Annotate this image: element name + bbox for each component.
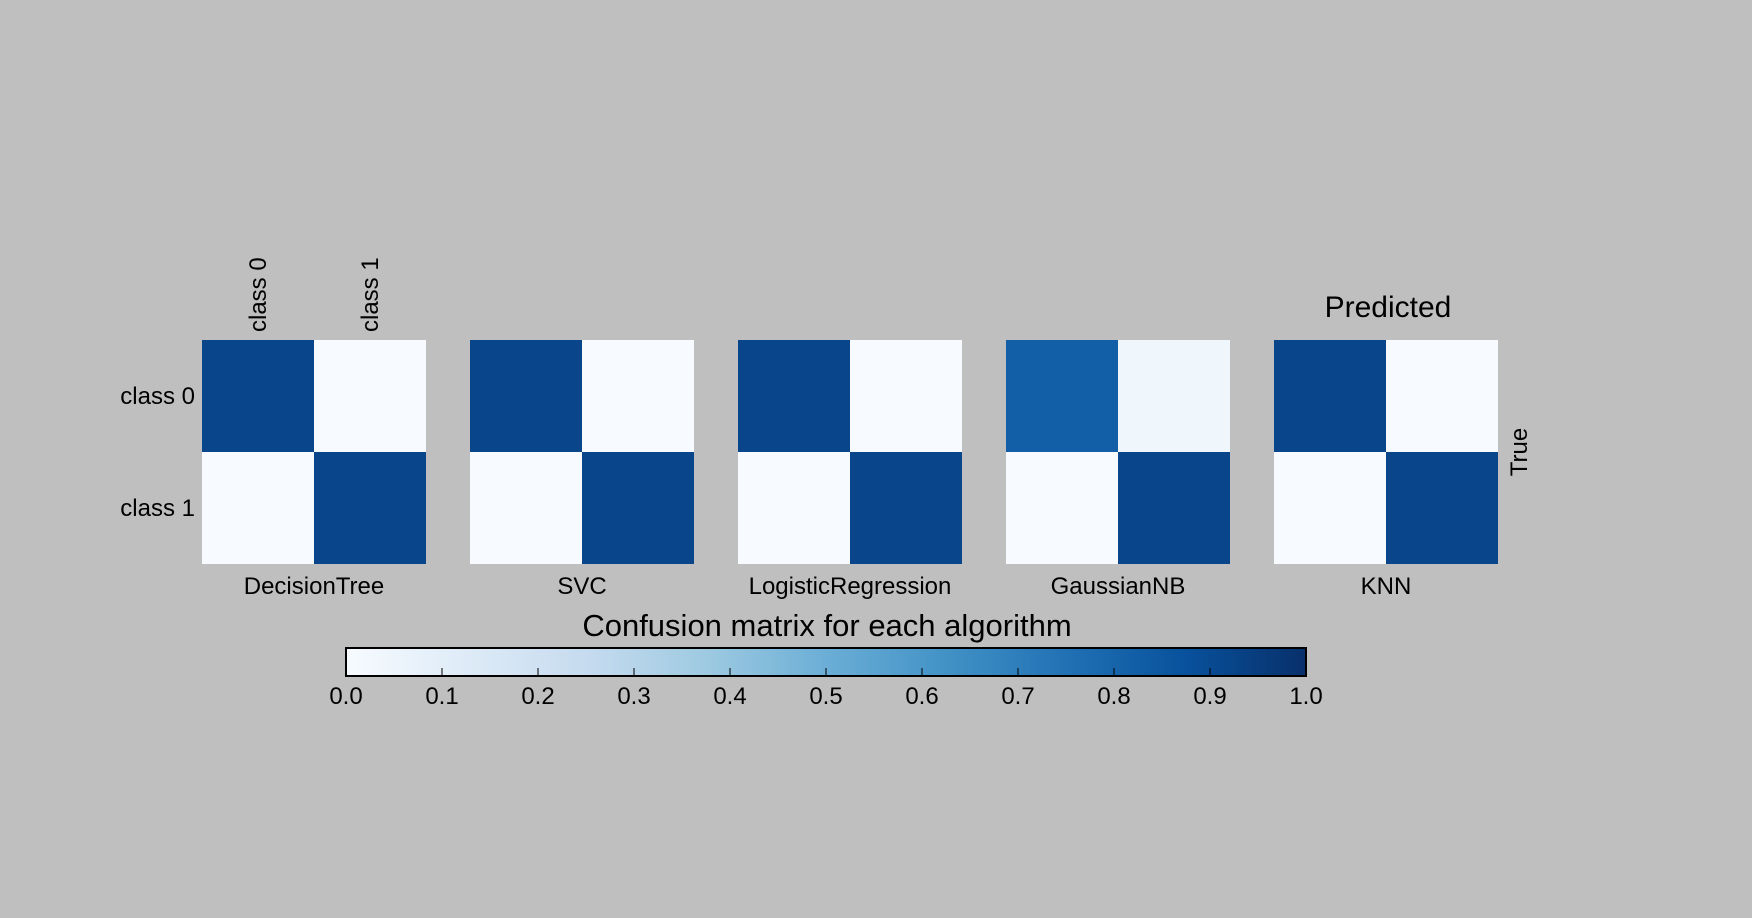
matrix-cell xyxy=(1386,452,1498,564)
matrix-cell xyxy=(1274,340,1386,452)
matrix-cell xyxy=(1118,452,1230,564)
matrix-cell xyxy=(314,452,426,564)
colorbar-tick-label: 0.0 xyxy=(329,683,362,710)
row-class-label: class 0 xyxy=(120,383,195,410)
matrix-GaussianNB xyxy=(1006,340,1230,564)
colorbar-tick-label: 0.6 xyxy=(905,683,938,710)
y-axis-label: True xyxy=(1506,428,1533,476)
colorbar-tick-label: 0.2 xyxy=(521,683,554,710)
matrix-cell xyxy=(470,340,582,452)
matrices-group xyxy=(202,340,1498,564)
matrix-label: SVC xyxy=(557,573,606,600)
matrix-label: DecisionTree xyxy=(244,573,385,600)
matrix-label: LogisticRegression xyxy=(749,573,952,600)
matrix-cell xyxy=(1274,452,1386,564)
matrix-cell xyxy=(1386,340,1498,452)
matrix-cell xyxy=(582,340,694,452)
matrix-cell xyxy=(314,340,426,452)
matrix-LogisticRegression xyxy=(738,340,962,564)
matrix-cell xyxy=(738,452,850,564)
matrix-cell xyxy=(202,340,314,452)
colorbar-tick-label: 0.1 xyxy=(425,683,458,710)
colorbar-tick-label: 1.0 xyxy=(1289,683,1322,710)
column-class-label: class 1 xyxy=(357,257,384,332)
column-class-label: class 0 xyxy=(245,257,272,332)
x-axis-label: Predicted xyxy=(1325,291,1452,324)
matrix-cell xyxy=(1006,452,1118,564)
colorbar-ticks: 0.0 0.1 0.2 0.3 0.4 0.5 0.6 0.7 0.8 0.9 1.0 xyxy=(329,668,1323,710)
matrix-SVC xyxy=(470,340,694,564)
matrix-cell xyxy=(470,452,582,564)
colorbar-tick-label: 0.8 xyxy=(1097,683,1130,710)
row-class-label: class 1 xyxy=(120,495,195,522)
chart-title: Confusion matrix for each algorithm xyxy=(582,608,1071,643)
matrix-cell xyxy=(1118,340,1230,452)
matrix-cell xyxy=(738,340,850,452)
matrix-cell xyxy=(850,452,962,564)
class-labels-group: class 0 class 1 class 0 class 1 xyxy=(120,257,384,522)
matrix-cell xyxy=(850,340,962,452)
colorbar-tick-label: 0.7 xyxy=(1001,683,1034,710)
colorbar-tick-label: 0.5 xyxy=(809,683,842,710)
matrix-label: KNN xyxy=(1361,573,1412,600)
matrix-cell xyxy=(582,452,694,564)
matrix-cell xyxy=(202,452,314,564)
colorbar-tick-label: 0.9 xyxy=(1193,683,1226,710)
colorbar-tick-label: 0.4 xyxy=(713,683,746,710)
matrix-label: GaussianNB xyxy=(1051,573,1186,600)
colorbar: 0.0 0.1 0.2 0.3 0.4 0.5 0.6 0.7 0.8 0.9 1.0 xyxy=(329,647,1323,710)
matrix-DecisionTree xyxy=(202,340,426,564)
matrix-labels-group: DecisionTree SVC LogisticRegression Gaussia… xyxy=(244,573,1412,600)
colorbar-tick-label: 0.3 xyxy=(617,683,650,710)
matrix-cell xyxy=(1006,340,1118,452)
matrix-KNN xyxy=(1274,340,1498,564)
